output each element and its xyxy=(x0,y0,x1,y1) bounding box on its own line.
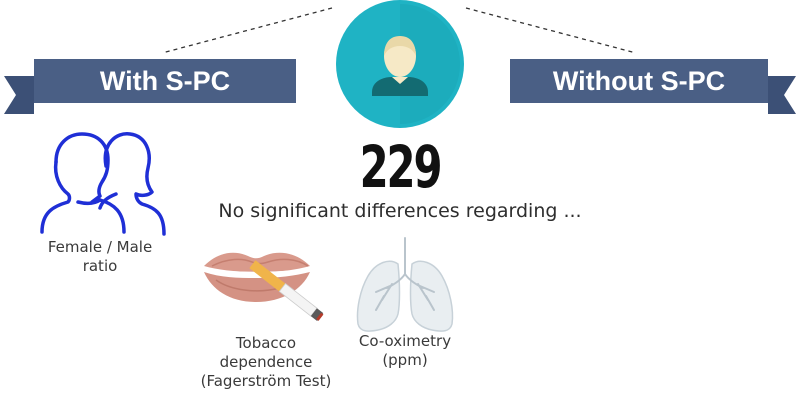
caption-line: Co-oximetry xyxy=(358,332,452,350)
left-ribbon-label: With S-PC xyxy=(99,66,231,96)
lungs-caption: Co-oximetry (ppm) xyxy=(340,332,470,370)
caption-line: dependence xyxy=(219,353,313,371)
participant-count: 229 xyxy=(359,133,443,201)
caption-line: Female / Male xyxy=(47,238,153,256)
caption-line: ratio xyxy=(82,257,118,275)
right-ribbon: Without S-PC xyxy=(480,56,796,114)
person-icon xyxy=(336,0,464,128)
caption-line: (Fagerström Test) xyxy=(200,372,332,390)
subtitle: No significant differences regarding ... xyxy=(218,200,582,222)
lungs-icon xyxy=(356,237,454,332)
lungs-item: Co-oximetry (ppm) xyxy=(340,236,470,376)
tobacco-item: Tobacco dependence (Fagerström Test) xyxy=(186,246,346,396)
right-ribbon-label: Without S-PC xyxy=(552,66,726,96)
female-male-silhouette-icon xyxy=(40,132,166,236)
ribbon-shape xyxy=(510,59,796,114)
person-circle xyxy=(334,0,466,132)
female-male-caption: Female / Male ratio xyxy=(20,238,180,276)
lips-cigarette-icon xyxy=(204,252,324,322)
left-ribbon: With S-PC xyxy=(4,56,304,114)
caption-line: Tobacco xyxy=(235,334,297,352)
ribbon-shape xyxy=(4,59,296,114)
female-male-item: Female / Male ratio xyxy=(20,128,180,288)
tobacco-caption: Tobacco dependence (Fagerström Test) xyxy=(182,334,350,391)
caption-line: (ppm) xyxy=(382,351,428,369)
